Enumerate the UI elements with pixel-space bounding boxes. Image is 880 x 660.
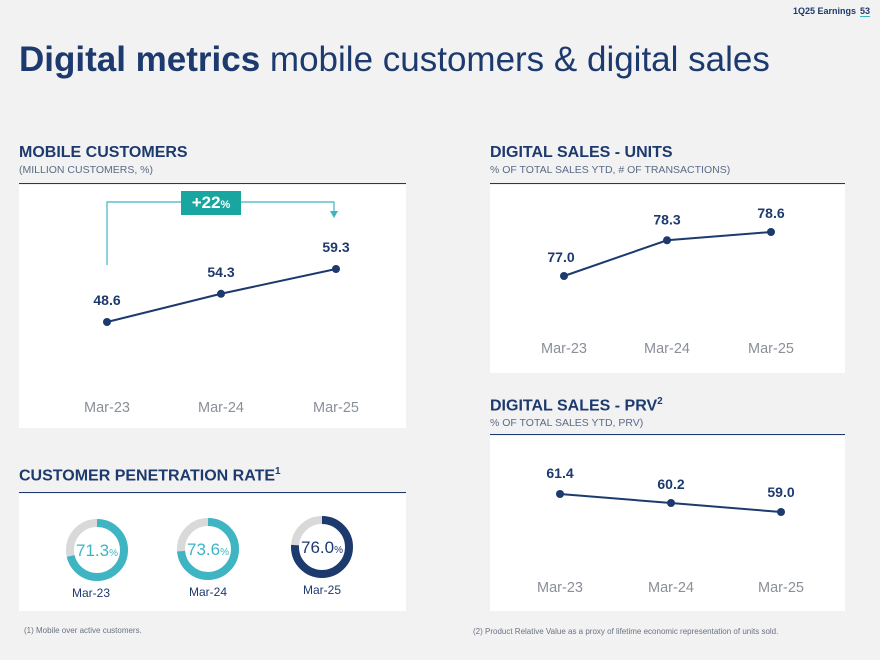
units-value-label-2: 78.3 — [653, 211, 680, 227]
prv-footnote-ref: 2 — [657, 396, 663, 407]
prv-panel: 61.4 60.2 59.0 Mar-23 Mar-24 Mar-25 — [490, 436, 845, 611]
prv-point-1 — [556, 490, 564, 498]
prv-x-tick-3: Mar-25 — [758, 580, 804, 596]
prv-rule — [490, 434, 845, 435]
mobile-x-tick-2: Mar-24 — [198, 400, 244, 416]
penetration-ring-fill-3 — [291, 516, 353, 578]
units-point-2 — [663, 236, 671, 245]
prv-x-tick-1: Mar-23 — [537, 580, 583, 596]
penetration-x-tick-2: Mar-24 — [189, 585, 227, 599]
growth-badge-unit: % — [220, 199, 231, 211]
mobile-value-label-3: 59.3 — [322, 239, 349, 255]
footnote-2: (2) Product Relative Value as a proxy of… — [473, 627, 779, 636]
units-chart: 77.0 78.3 78.6 Mar-23 Mar-24 Mar-25 — [541, 205, 794, 357]
units-x-tick-1: Mar-23 — [541, 341, 587, 357]
growth-arrowhead — [330, 211, 338, 218]
mobile-point-1 — [103, 318, 111, 326]
prv-title: DIGITAL SALES - PRV2 — [490, 396, 663, 415]
prv-value-label-1: 61.4 — [546, 465, 573, 481]
penetration-value-3: 76.0% — [301, 538, 343, 557]
units-panel: 77.0 78.3 78.6 Mar-23 Mar-24 Mar-25 — [490, 185, 845, 373]
penetration-ring-fill-1 — [66, 519, 128, 581]
mobile-customers-panel: 48.6 54.3 59.3 Mar-23 Mar-24 Mar-25 +22% — [19, 185, 406, 428]
units-x-tick-3: Mar-25 — [748, 341, 794, 357]
mobile-customers-chart: 48.6 54.3 59.3 Mar-23 Mar-24 Mar-25 — [84, 201, 359, 416]
mobile-point-2 — [217, 289, 225, 298]
penetration-rule — [19, 492, 406, 493]
penetration-value-1: 71.3% — [76, 541, 118, 560]
units-value-label-1: 77.0 — [547, 249, 574, 265]
mobile-customers-title: MOBILE CUSTOMERS — [19, 144, 188, 161]
prv-value-label-2: 60.2 — [657, 476, 684, 492]
footnote-1: (1) Mobile over active customers. — [24, 626, 142, 635]
growth-connector-left — [106, 201, 181, 265]
penetration-value-2: 73.6% — [187, 540, 229, 559]
penetration-chart: 71.3% Mar-23 73.6% Mar-24 76.0% Mar-25 — [66, 516, 353, 600]
penetration-title: CUSTOMER PENETRATION RATE1 — [19, 466, 281, 485]
mobile-value-label-1: 48.6 — [93, 292, 120, 308]
units-point-1 — [560, 272, 568, 280]
penetration-x-tick-3: Mar-25 — [303, 583, 341, 597]
prv-point-3 — [777, 508, 785, 516]
growth-badge-value: +22 — [191, 193, 221, 212]
units-point-3 — [767, 228, 775, 236]
prv-value-label-3: 59.0 — [767, 484, 794, 500]
earnings-label: 1Q25 Earnings — [792, 6, 856, 16]
prv-x-tick-2: Mar-24 — [648, 580, 694, 596]
page-title: Digital metrics mobile customers & digit… — [19, 40, 770, 80]
penetration-title-text: CUSTOMER PENETRATION RATE — [19, 467, 276, 485]
mobile-x-tick-3: Mar-25 — [313, 400, 359, 416]
page-title-bold: Digital metrics — [19, 40, 261, 79]
prv-point-2 — [667, 499, 675, 507]
units-title: DIGITAL SALES - UNITS — [490, 144, 673, 161]
growth-badge: +22% — [181, 191, 241, 215]
mobile-x-tick-1: Mar-23 — [84, 400, 130, 416]
header-meta: 1Q25 Earnings 53 — [792, 6, 870, 17]
mobile-customers-subtitle: (MILLION CUSTOMERS, %) — [19, 164, 153, 176]
penetration-ring-fill-2 — [177, 518, 239, 580]
prv-subtitle: % OF TOTAL SALES YTD, PRV) — [490, 417, 644, 429]
units-subtitle: % OF TOTAL SALES YTD, # OF TRANSACTIONS) — [490, 164, 731, 176]
page-number: 53 — [859, 6, 870, 17]
mobile-point-3 — [332, 265, 340, 273]
prv-chart: 61.4 60.2 59.0 Mar-23 Mar-24 Mar-25 — [537, 465, 804, 596]
units-rule — [490, 183, 845, 184]
units-x-tick-2: Mar-24 — [644, 341, 690, 357]
penetration-footnote-ref: 1 — [275, 466, 281, 477]
prv-title-text: DIGITAL SALES - PRV — [490, 397, 658, 415]
penetration-panel: 71.3% Mar-23 73.6% Mar-24 76.0% Mar-25 — [19, 494, 406, 611]
units-value-label-3: 78.6 — [757, 205, 784, 221]
growth-connector-right — [241, 201, 335, 213]
page-title-rest: mobile customers & digital sales — [260, 40, 770, 79]
mobile-value-label-2: 54.3 — [207, 264, 234, 280]
penetration-x-tick-1: Mar-23 — [72, 586, 110, 600]
mobile-customers-rule — [19, 183, 406, 184]
